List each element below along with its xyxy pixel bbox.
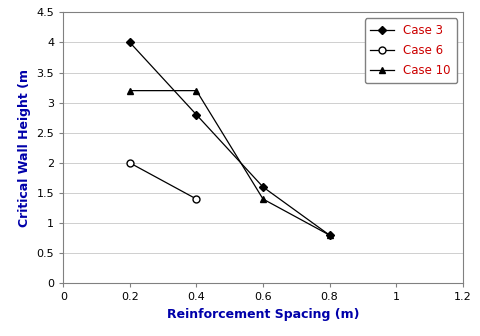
Case 10 [193,89,199,93]
Case 6 [127,161,133,165]
Case 10 [327,233,333,237]
Case 3 [193,113,199,117]
Case 10 [127,89,133,93]
X-axis label: Reinforcement Spacing (m): Reinforcement Spacing (m) [167,308,359,321]
Line: Case 6: Case 6 [126,160,200,203]
Case 10 [260,197,266,201]
Case 3 [127,40,133,44]
Line: Case 3: Case 3 [127,40,332,238]
Case 3 [327,233,333,237]
Legend: Case 3, Case 6, Case 10: Case 3, Case 6, Case 10 [364,18,457,83]
Y-axis label: Critical Wall Height (m: Critical Wall Height (m [18,69,31,227]
Line: Case 10: Case 10 [126,87,333,239]
Case 3 [260,185,266,189]
Case 6 [193,197,199,201]
